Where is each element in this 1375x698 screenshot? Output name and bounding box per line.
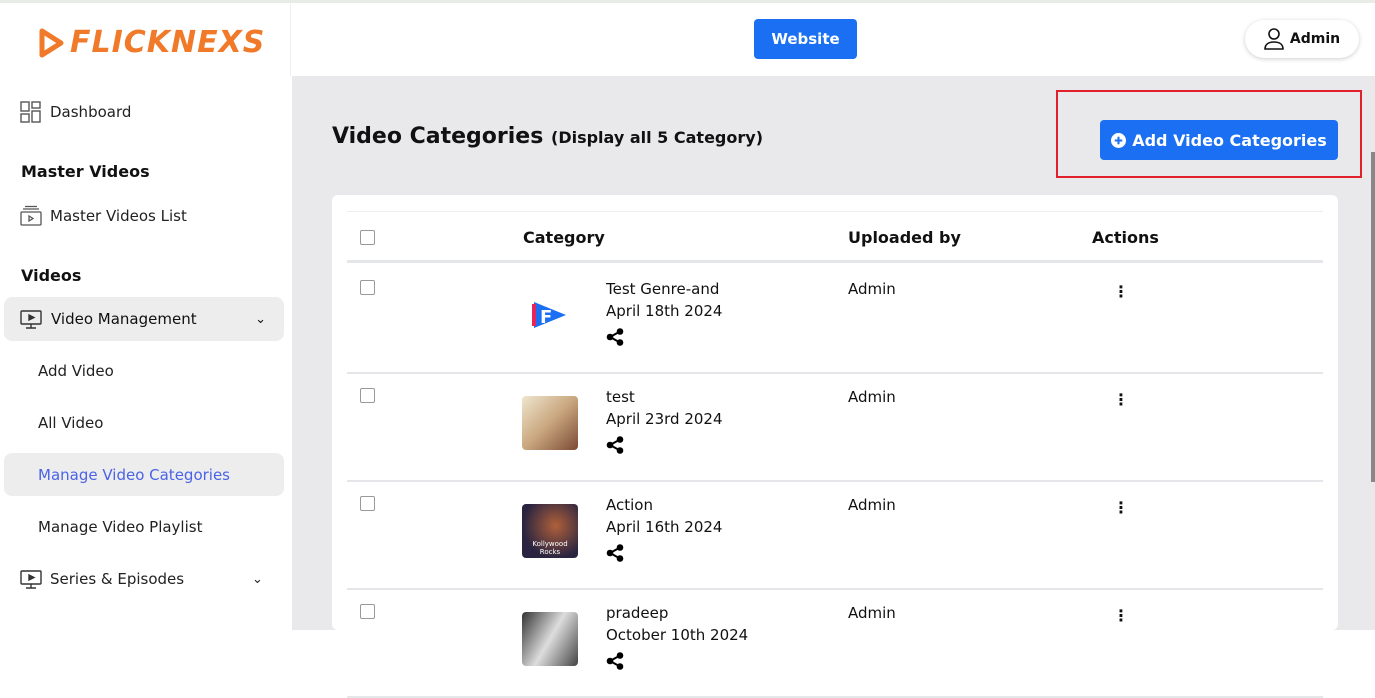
table-row: Kollywood Rocks Action April 16th 2024 A… (347, 482, 1323, 590)
category-date: April 23rd 2024 (606, 410, 723, 428)
share-icon[interactable] (606, 436, 624, 454)
monitor-play-icon (20, 310, 42, 329)
dashboard-icon (20, 101, 41, 123)
page-title: Video Categories (Display all 5 Category… (332, 124, 763, 149)
table-row: F Test Genre-and April 18th 2024 Admin ⋮ (347, 266, 1323, 374)
category-date: October 10th 2024 (606, 626, 749, 644)
category-date: April 16th 2024 (606, 518, 723, 536)
category-name[interactable]: test (606, 388, 635, 406)
header-category: Category (523, 228, 605, 247)
uploaded-by: Admin (848, 280, 896, 298)
label: Master Videos List (50, 207, 187, 225)
category-name[interactable]: Test Genre-and (606, 280, 720, 298)
chevron-down-icon: ⌄ (255, 311, 266, 327)
label: Dashboard (50, 103, 132, 121)
row-checkbox[interactable] (360, 604, 375, 619)
sidebar-item-manage-video-playlist[interactable]: Manage Video Playlist (38, 518, 203, 536)
sidebar-item-master-videos-list[interactable]: Master Videos List (20, 205, 187, 227)
row-checkbox[interactable] (360, 496, 375, 511)
table-header: Category Uploaded by Actions (347, 211, 1323, 263)
title-text: Video Categories (332, 124, 544, 149)
sidebar-item-dashboard[interactable]: Dashboard (20, 101, 131, 123)
category-date: April 18th 2024 (606, 302, 723, 320)
main-content: Video Categories (Display all 5 Category… (292, 76, 1375, 698)
label: Series & Episodes (50, 570, 185, 588)
brand-name: FLICKNEXS (70, 25, 266, 60)
share-icon[interactable] (606, 652, 624, 670)
category-thumbnail (522, 396, 578, 450)
categories-table: Category Uploaded by Actions F Test Genr… (332, 195, 1338, 698)
share-icon[interactable] (606, 328, 624, 346)
category-count: (Display all 5 Category) (551, 128, 763, 147)
monitor-play-icon (20, 570, 42, 589)
row-checkbox[interactable] (360, 388, 375, 403)
uploaded-by: Admin (848, 388, 896, 406)
section-videos: Videos (21, 266, 82, 285)
category-name[interactable]: pradeep (606, 604, 669, 622)
svg-text:F: F (540, 307, 552, 328)
sidebar-item-series-episodes[interactable]: Series & Episodes ⌄ (20, 568, 263, 590)
sidebar-item-manage-video-categories[interactable]: Manage Video Categories (4, 453, 284, 496)
more-vertical-icon[interactable]: ⋮ (1113, 606, 1129, 625)
label: Add Video Categories (1132, 130, 1327, 150)
category-thumbnail: F (522, 288, 578, 342)
sidebar: FLICKNEXS Dashboard Master Videos Master… (0, 3, 290, 630)
more-vertical-icon[interactable]: ⋮ (1113, 498, 1129, 517)
section-master-videos: Master Videos (21, 162, 150, 181)
category-name[interactable]: Action (606, 496, 653, 514)
window-top (0, 0, 1375, 3)
user-icon (1264, 28, 1284, 50)
scrollbar[interactable] (1371, 152, 1375, 482)
header-actions: Actions (1092, 228, 1159, 247)
video-list-icon (20, 205, 42, 226)
highlight-box (1056, 90, 1362, 178)
label: Video Management (51, 310, 197, 328)
category-thumbnail: Kollywood Rocks (522, 504, 578, 558)
header-uploaded-by: Uploaded by (848, 228, 961, 247)
more-vertical-icon[interactable]: ⋮ (1113, 390, 1129, 409)
top-header: Website Admin (290, 3, 1375, 76)
sidebar-item-video-management[interactable]: Video Management ⌄ (4, 297, 284, 341)
website-button[interactable]: Website (754, 19, 857, 59)
logo[interactable]: FLICKNEXS (38, 25, 265, 60)
uploaded-by: Admin (848, 496, 896, 514)
admin-label: Admin (1289, 31, 1341, 47)
admin-menu[interactable]: Admin (1245, 20, 1359, 58)
sidebar-item-add-video[interactable]: Add Video (38, 362, 114, 380)
sidebar-item-all-video[interactable]: All Video (38, 414, 104, 432)
share-icon[interactable] (606, 544, 624, 562)
table-row: pradeep October 10th 2024 Admin ⋮ (347, 590, 1323, 698)
chevron-down-icon: ⌄ (252, 571, 263, 587)
table-row: test April 23rd 2024 Admin ⋮ (347, 374, 1323, 482)
select-all-checkbox[interactable] (360, 230, 375, 245)
category-thumbnail (522, 612, 578, 666)
plus-circle-icon (1111, 132, 1127, 148)
uploaded-by: Admin (848, 604, 896, 622)
more-vertical-icon[interactable]: ⋮ (1113, 282, 1129, 301)
play-logo-icon (39, 28, 64, 57)
row-checkbox[interactable] (360, 280, 375, 295)
add-video-categories-button[interactable]: Add Video Categories (1100, 120, 1338, 160)
